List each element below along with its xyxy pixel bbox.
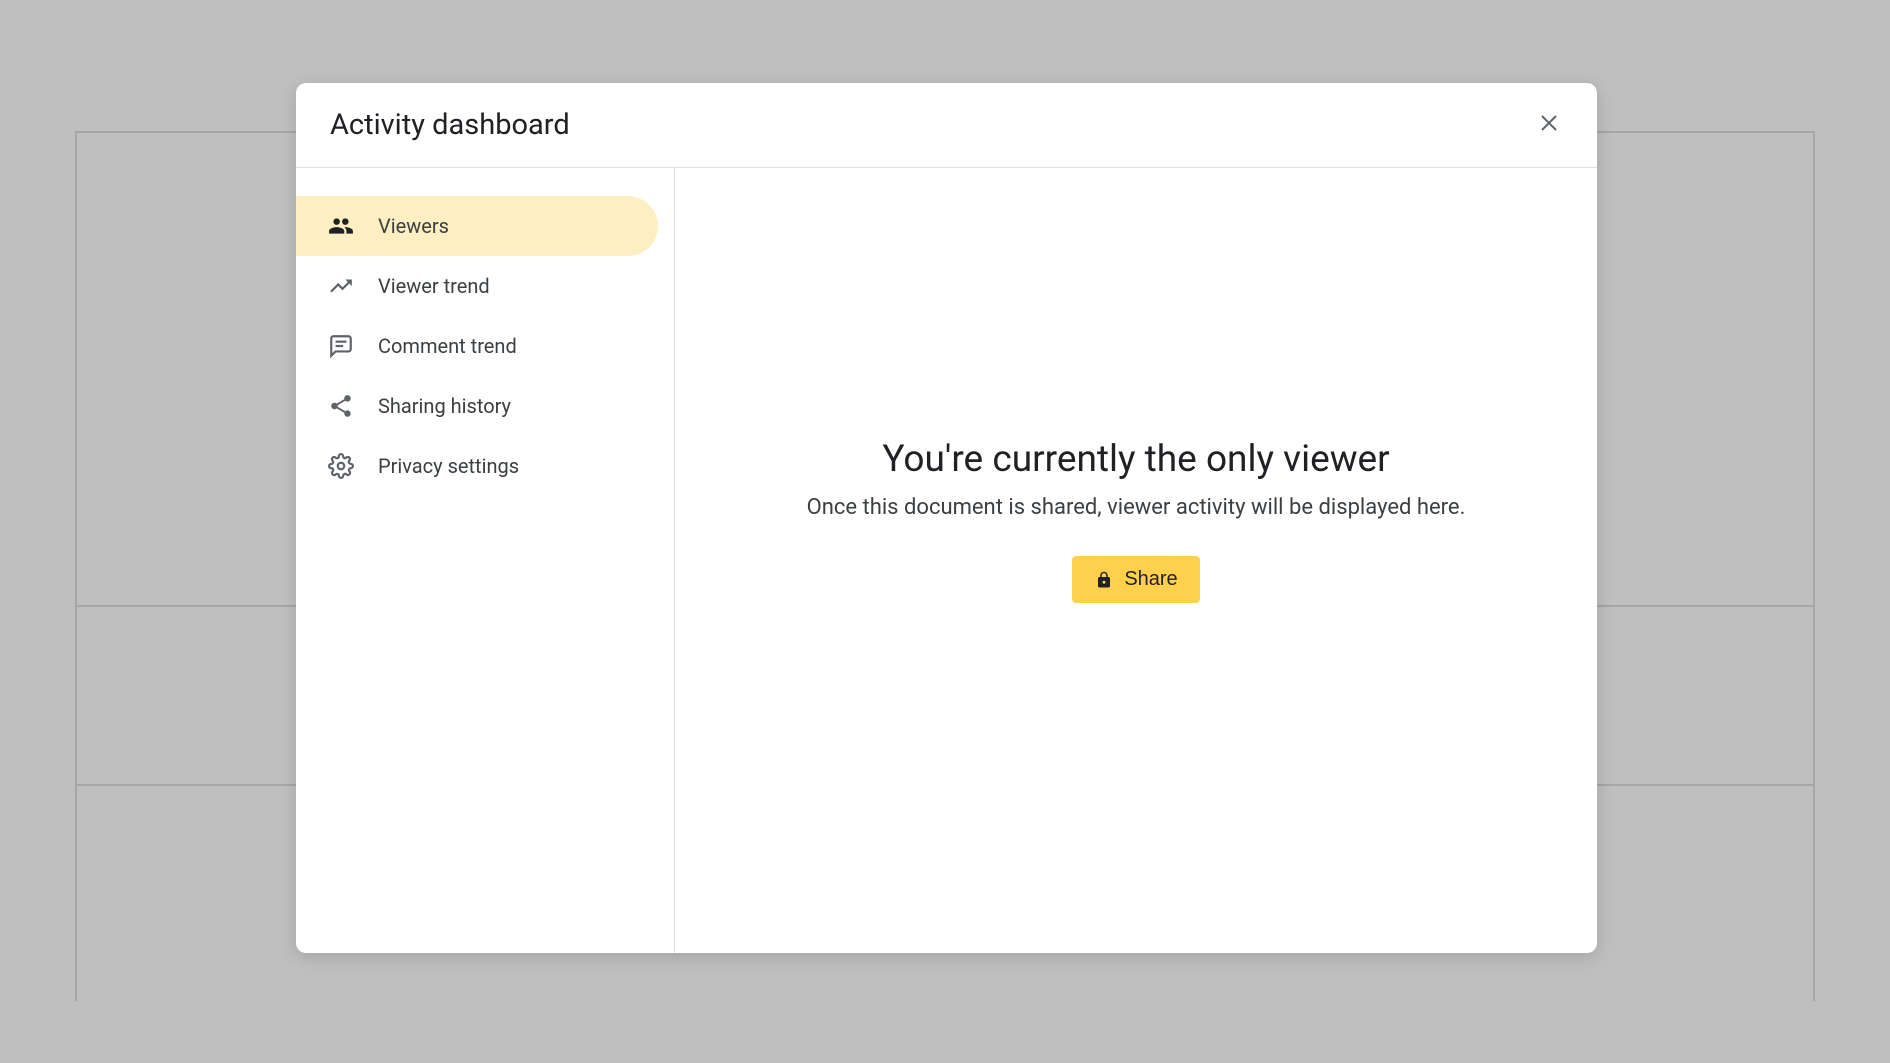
content-area: You're currently the only viewer Once th…	[675, 168, 1597, 953]
modal-header: Activity dashboard	[296, 83, 1597, 168]
sidebar-item-sharing-history[interactable]: Sharing history	[296, 376, 658, 436]
share-icon	[328, 393, 354, 419]
modal-title: Activity dashboard	[330, 108, 570, 142]
sidebar-item-viewers[interactable]: Viewers	[296, 196, 658, 256]
sidebar: Viewers Viewer trend	[296, 168, 675, 953]
sidebar-item-comment-trend[interactable]: Comment trend	[296, 316, 658, 376]
lock-icon	[1094, 570, 1114, 590]
sidebar-item-privacy-settings[interactable]: Privacy settings	[296, 436, 658, 496]
close-button[interactable]	[1529, 105, 1569, 145]
sidebar-item-viewer-trend[interactable]: Viewer trend	[296, 256, 658, 316]
activity-dashboard-modal: Activity dashboard Viewers	[296, 83, 1597, 953]
share-button[interactable]: Share	[1072, 556, 1199, 603]
content-subtitle: Once this document is shared, viewer act…	[807, 495, 1466, 520]
people-icon	[328, 213, 354, 239]
share-button-label: Share	[1124, 568, 1177, 591]
sidebar-item-label: Comment trend	[378, 334, 517, 358]
close-icon	[1537, 111, 1561, 139]
comment-icon	[328, 333, 354, 359]
sidebar-item-label: Viewer trend	[378, 274, 490, 298]
sidebar-item-label: Privacy settings	[378, 454, 519, 478]
gear-icon	[328, 453, 354, 479]
modal-body: Viewers Viewer trend	[296, 168, 1597, 953]
trend-icon	[328, 273, 354, 299]
content-title: You're currently the only viewer	[882, 438, 1389, 481]
sidebar-item-label: Viewers	[378, 214, 449, 238]
sidebar-item-label: Sharing history	[378, 394, 511, 418]
